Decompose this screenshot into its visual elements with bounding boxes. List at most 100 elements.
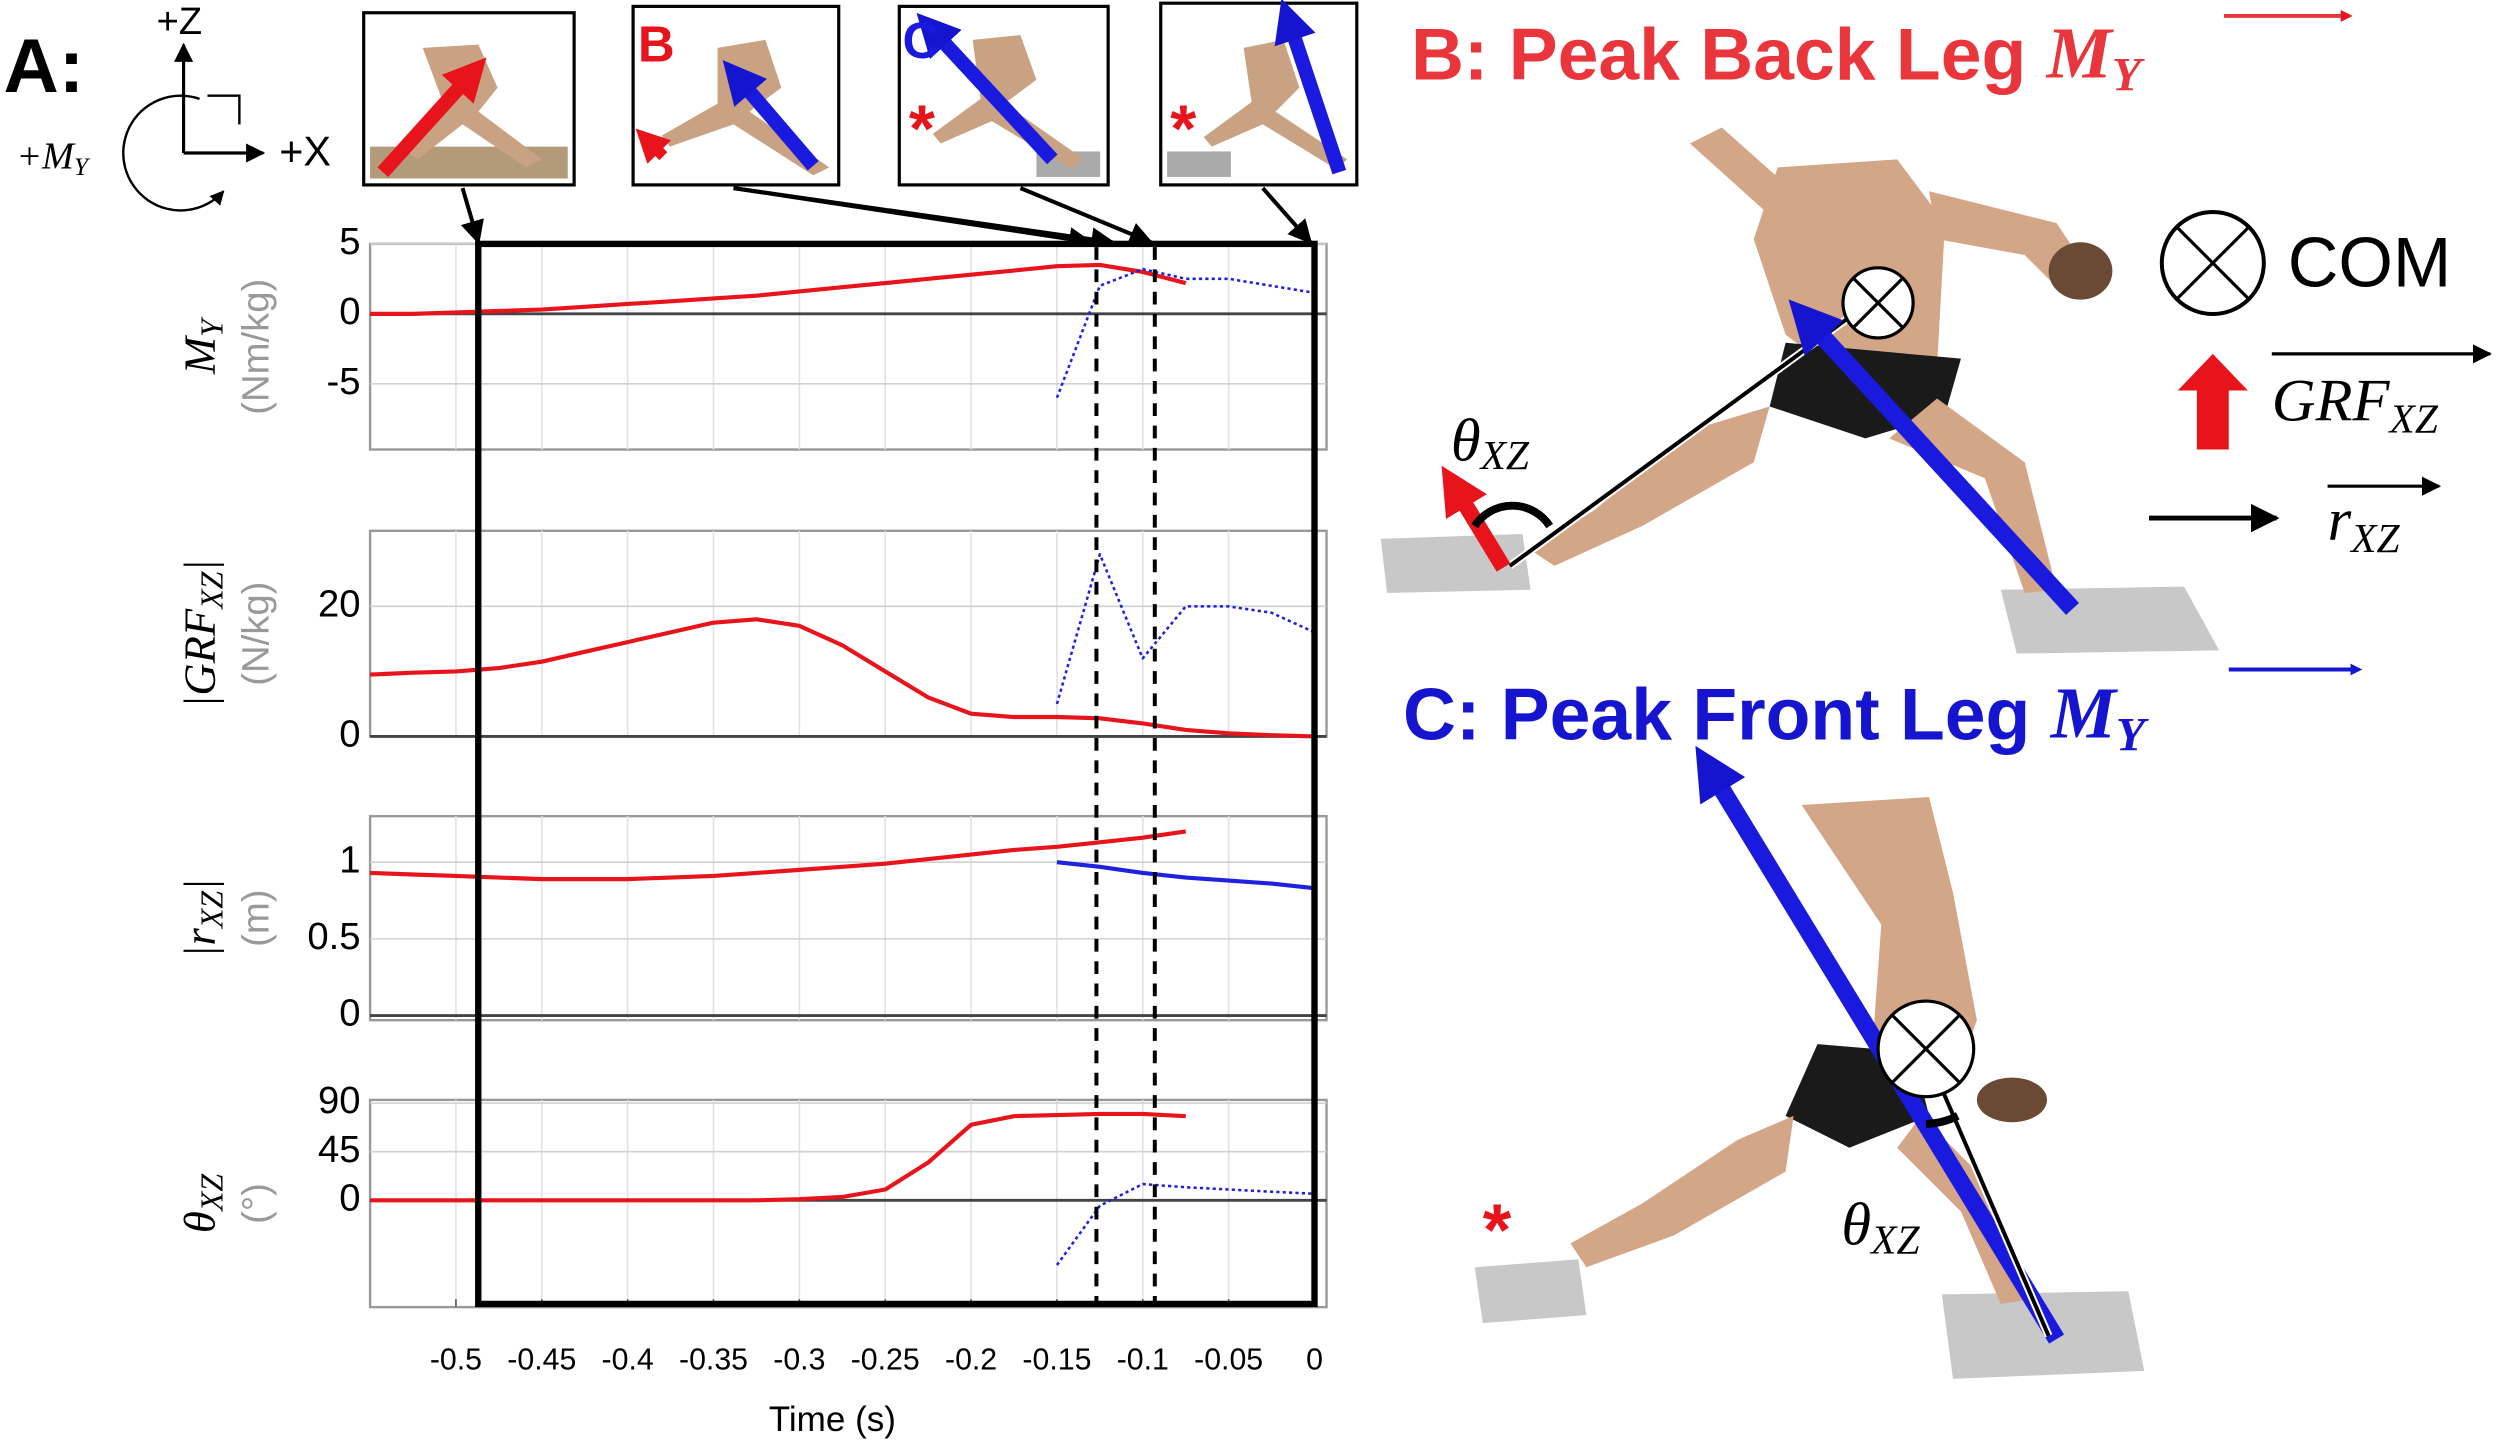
x-tick-label: -0.45: [507, 1343, 576, 1376]
panel-title: C: Peak Front Leg MY: [1403, 672, 2149, 761]
star: *: [1483, 1189, 1512, 1271]
legend-r-sub: XZ: [2349, 514, 2400, 560]
com-marker: [1841, 266, 1915, 340]
y-label-sub: XZ: [195, 571, 230, 610]
figure-layer: A: +Z +X +MY B C * *: [3, 0, 2493, 1379]
series-line: [369, 617, 1315, 739]
y-tick-label: 0: [339, 1176, 360, 1219]
x-tick-label: -0.35: [679, 1343, 748, 1376]
panel-label: A:: [3, 24, 84, 109]
x-tick-label: -0.05: [1194, 1343, 1263, 1376]
angle-label: θXZ: [1841, 1192, 1920, 1262]
y-axis-label: MY: [175, 316, 230, 375]
y-axis-unit: (Nm/kg): [235, 279, 278, 415]
y-axis-unit: (°): [235, 1183, 278, 1224]
x-axis-label: Time (s): [769, 1400, 896, 1439]
y-label-sub: XZ: [195, 891, 230, 930]
y-tick-label: 45: [318, 1128, 361, 1171]
angle-arc: [1471, 501, 1554, 529]
pitcher-c: [1474, 797, 2145, 1379]
series-line: [1055, 552, 1316, 705]
thumbnail: *: [1159, 0, 1359, 187]
title-symbol: M: [2046, 12, 2115, 93]
y-label-text: |GRF: [175, 608, 225, 708]
grf-legend-arrow: [2177, 353, 2248, 450]
legend-grf: GRFXZ: [2272, 367, 2439, 441]
window-box: [475, 240, 1318, 1308]
series-line: [370, 262, 1187, 316]
title-symbol: M: [2050, 672, 2119, 753]
axis-corner: [207, 94, 241, 125]
plot-area: [368, 814, 1328, 1022]
moment-sub: Y: [74, 152, 91, 181]
title-sub: Y: [2116, 709, 2149, 762]
angle-label: θXZ: [1451, 407, 1530, 477]
star: *: [1170, 92, 1196, 167]
y-label-end: |: [175, 879, 225, 891]
x-tick-label: -0.1: [1117, 1343, 1169, 1376]
angle-sub: XZ: [1869, 1216, 1920, 1262]
moment-text: +M: [16, 135, 76, 177]
thumb-label: C: [902, 12, 939, 69]
moment-arc: [122, 94, 225, 212]
y-tick-label: 0.5: [307, 915, 360, 958]
title-sub: Y: [2112, 49, 2145, 102]
legend-r-text: r: [2328, 487, 2352, 554]
thumbnail: C *: [897, 4, 1110, 187]
com-marker: [1876, 999, 1976, 1099]
star: *: [909, 92, 935, 167]
moment-label: +MY: [16, 135, 91, 181]
y-label-sub: Y: [195, 316, 230, 337]
series-line: [1055, 267, 1315, 399]
y-tick-label: 20: [318, 582, 361, 625]
axis-x-label: +X: [279, 128, 331, 175]
y-axis-unit: (m): [235, 890, 278, 947]
x-tick-label: -0.5: [430, 1343, 482, 1376]
angle-text: θ: [1841, 1192, 1871, 1259]
thumbnail: B: [631, 4, 841, 187]
thumbnail: [362, 11, 576, 187]
y-axis-label: |rXZ|: [175, 879, 230, 958]
x-tick-label: -0.3: [773, 1343, 825, 1376]
angle-text: θ: [1451, 407, 1481, 474]
pointer-arrows: [460, 186, 1313, 252]
x-tick-label: -0.4: [602, 1343, 654, 1376]
series-line: [370, 1111, 1186, 1203]
y-label-end: |: [175, 559, 225, 571]
panel-title: B: Peak Back Leg MY: [1411, 12, 2145, 101]
y-tick-label: 90: [318, 1079, 361, 1122]
legend-grf-text: GRF: [2272, 367, 2391, 434]
y-tick-label: 1: [339, 838, 360, 881]
grf-front: [1788, 299, 2079, 615]
legend-grf-sub: XZ: [2388, 395, 2439, 441]
x-tick-label: -0.25: [851, 1343, 920, 1376]
x-tick-label: 0: [1306, 1343, 1323, 1376]
legend-com: COM: [2288, 223, 2452, 301]
y-axis-label: |GRFXZ|: [175, 559, 230, 708]
axis-z-label: +Z: [156, 0, 202, 43]
x-tick-label: -0.15: [1022, 1343, 1091, 1376]
angle-arc: [1925, 1112, 1960, 1128]
plot-area: [368, 242, 1328, 451]
series-line: [370, 829, 1187, 882]
title-text: B: Peak Back Leg: [1411, 14, 2047, 96]
y-tick-label: 0: [339, 290, 360, 333]
x-tick-label: -0.2: [945, 1343, 997, 1376]
y-axis-label: θXZ: [175, 1174, 230, 1233]
series-line: [1056, 860, 1315, 891]
y-tick-label: 0: [339, 713, 360, 756]
y-label-text: θ: [175, 1211, 225, 1233]
thumb-label: B: [638, 15, 675, 72]
y-tick-label: 5: [339, 220, 360, 263]
pitcher-b: [1380, 127, 2220, 654]
angle-sub: XZ: [1479, 432, 1530, 478]
plot-area: [368, 529, 1328, 738]
y-label-text: |r: [175, 927, 225, 957]
series-line: [1055, 1182, 1315, 1266]
y-tick-label: -5: [326, 360, 360, 403]
com-legend-marker: [2159, 210, 2266, 317]
y-label-text: M: [175, 334, 225, 375]
